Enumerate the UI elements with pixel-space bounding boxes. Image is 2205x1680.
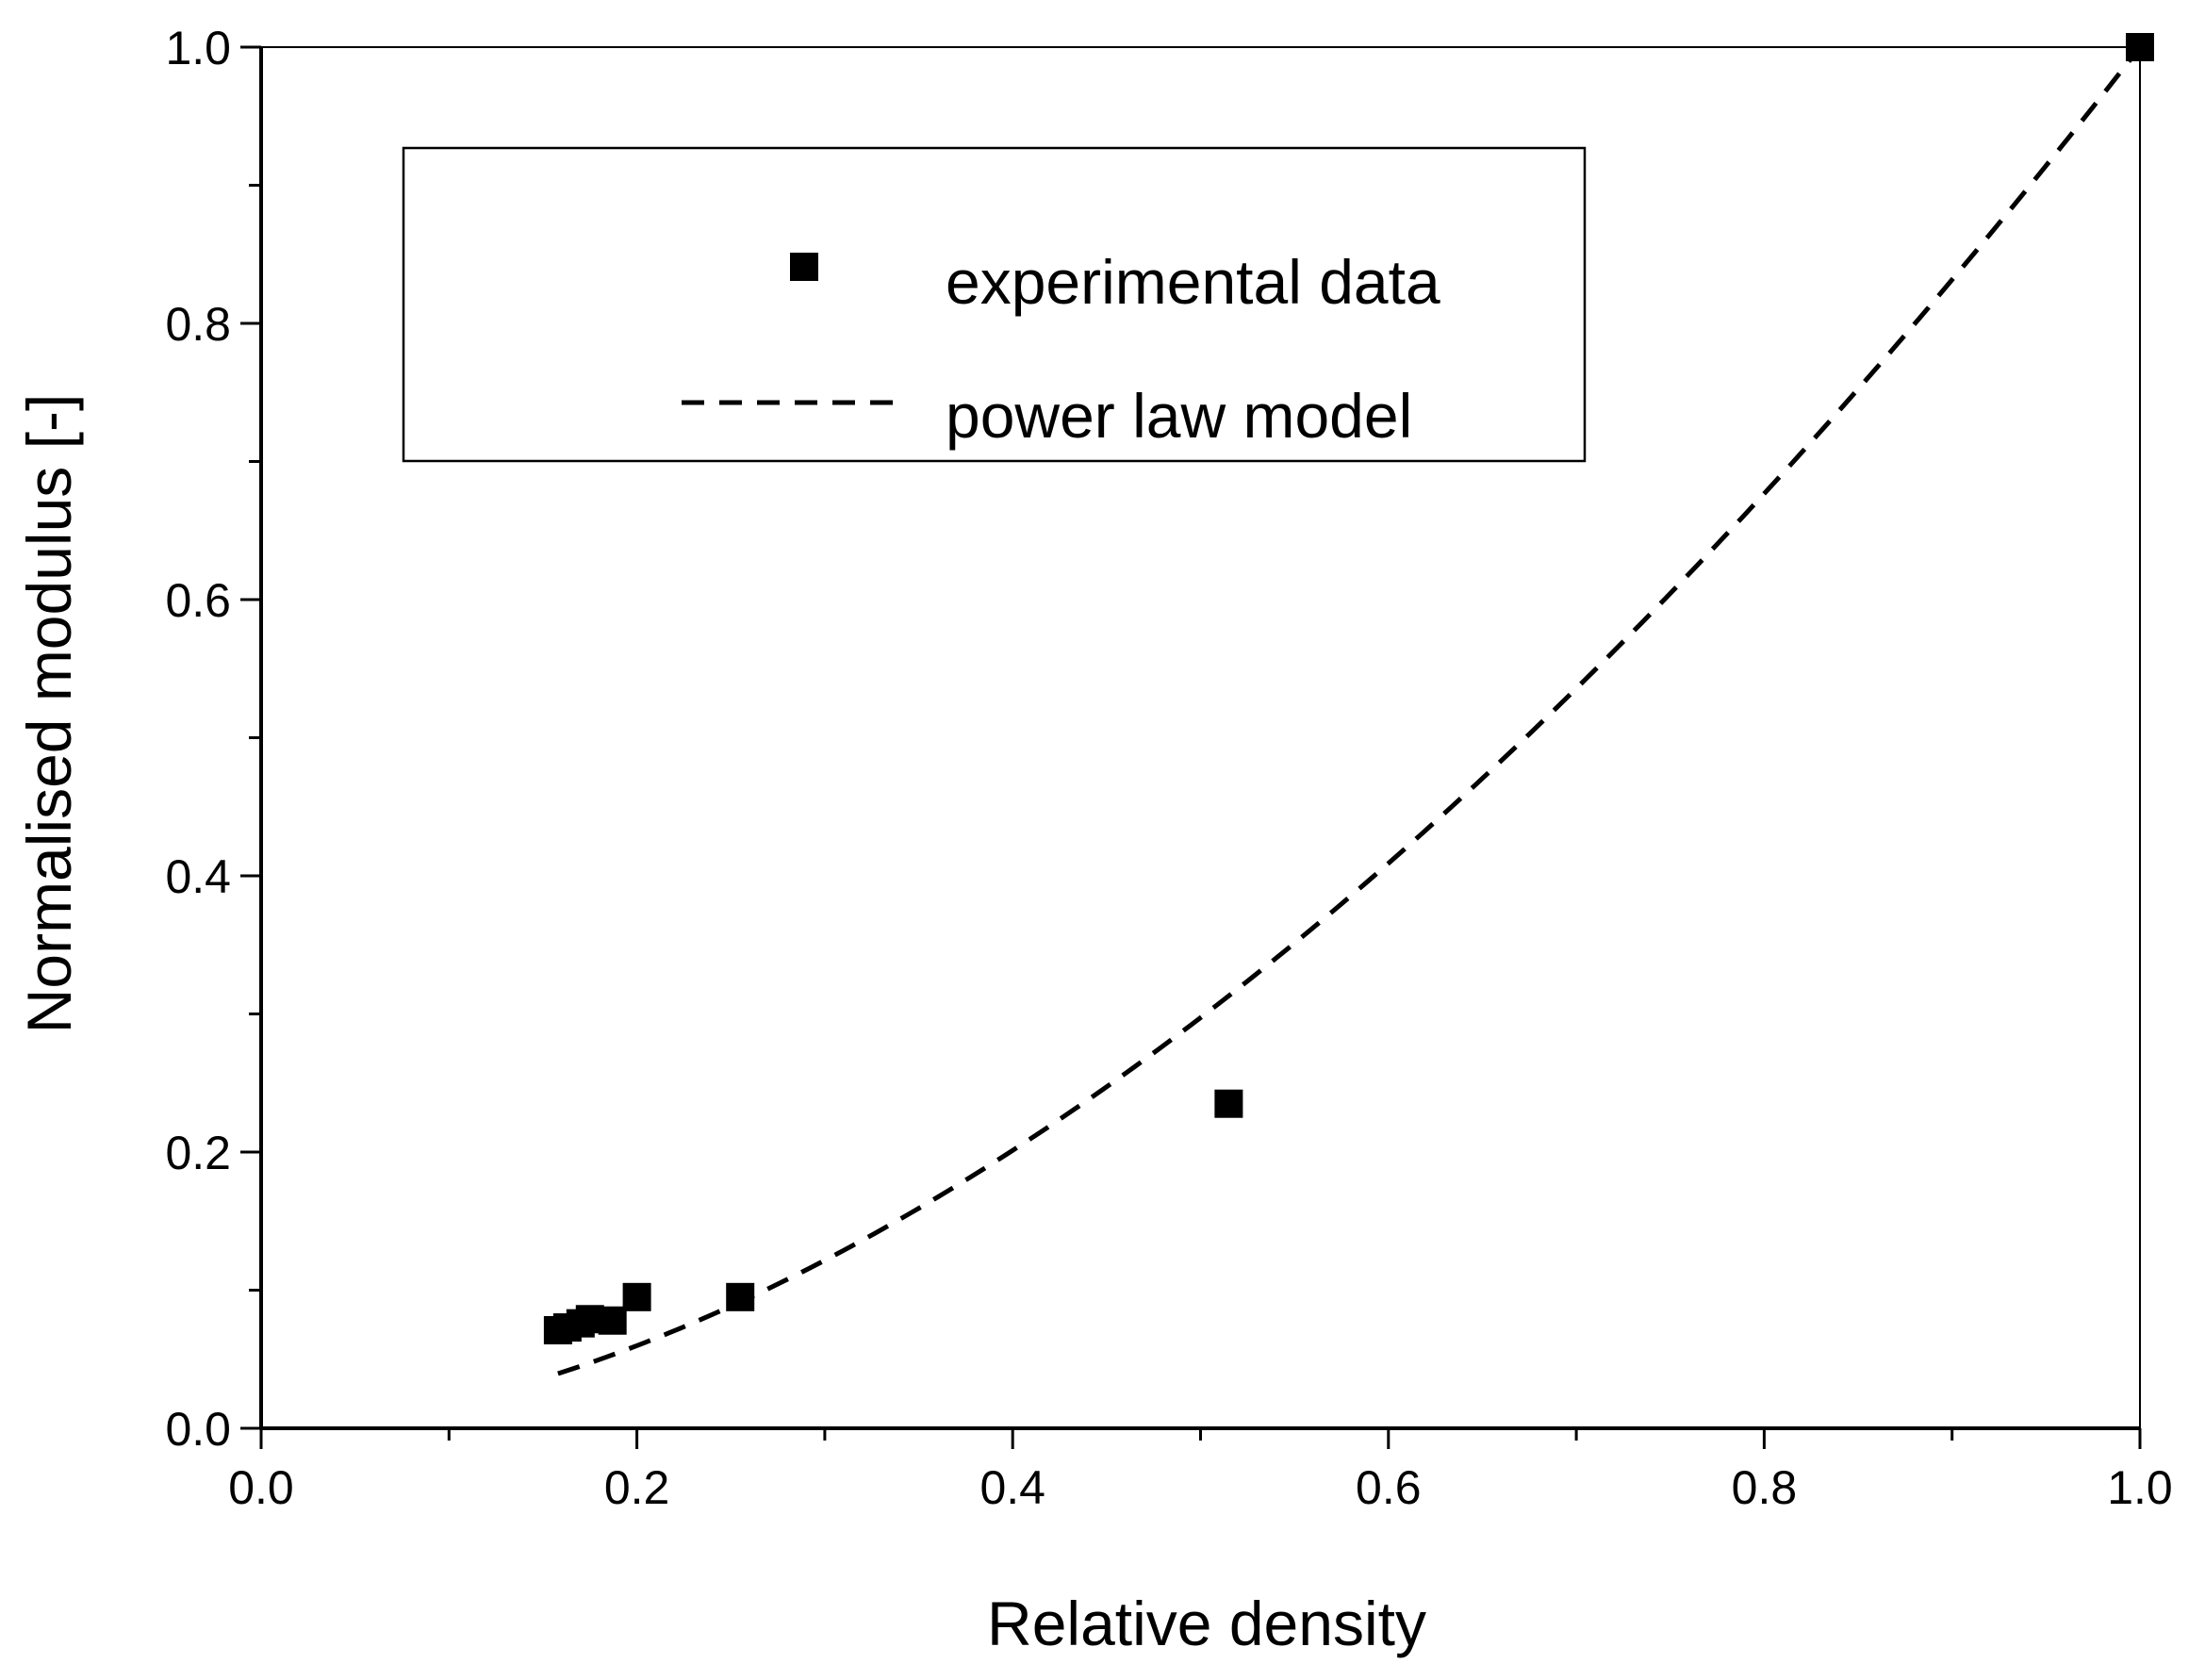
- y-axis-title: Normalised modulus [-]: [14, 394, 84, 1034]
- y-tick-label: 0.2: [165, 1127, 231, 1179]
- axes: [240, 45, 2142, 1449]
- data-point: [598, 1306, 627, 1335]
- y-tick-label: 0.4: [165, 850, 231, 903]
- data-point: [1214, 1089, 1243, 1118]
- legend-label-experimental-data: experimental data: [946, 247, 1440, 317]
- legend-square-marker: [790, 253, 818, 281]
- data-point: [622, 1282, 651, 1311]
- legend-label-power-law-model: power law model: [946, 381, 1412, 451]
- legend: experimental data power law model: [402, 146, 1587, 463]
- x-axis-title: Relative density: [987, 1589, 1426, 1658]
- power-law-model-line: [557, 45, 2142, 1376]
- x-tick-label: 0.0: [228, 1461, 294, 1514]
- x-tick-label: 0.4: [979, 1461, 1045, 1514]
- y-tick-label: 0.8: [165, 298, 231, 351]
- x-tick-label: 0.8: [1732, 1461, 1798, 1514]
- x-tick-label: 1.0: [2107, 1461, 2173, 1514]
- tick-labels: 0.0 0.2 0.4 0.6 0.8 1.0 0.0 0.2 0.4 0.6 0.8 1.0: [165, 22, 2172, 1514]
- data-points-layer: [543, 33, 2154, 1344]
- legend-box: [402, 146, 1587, 463]
- y-tick-label: 0.6: [165, 574, 231, 627]
- y-tick-label: 1.0: [165, 22, 231, 74]
- power-law-curve-layer: [557, 45, 2142, 1376]
- x-tick-label: 0.2: [604, 1461, 670, 1514]
- y-tick-label: 0.0: [165, 1403, 231, 1456]
- data-point: [726, 1282, 755, 1311]
- x-tick-label: 0.6: [1356, 1461, 1422, 1514]
